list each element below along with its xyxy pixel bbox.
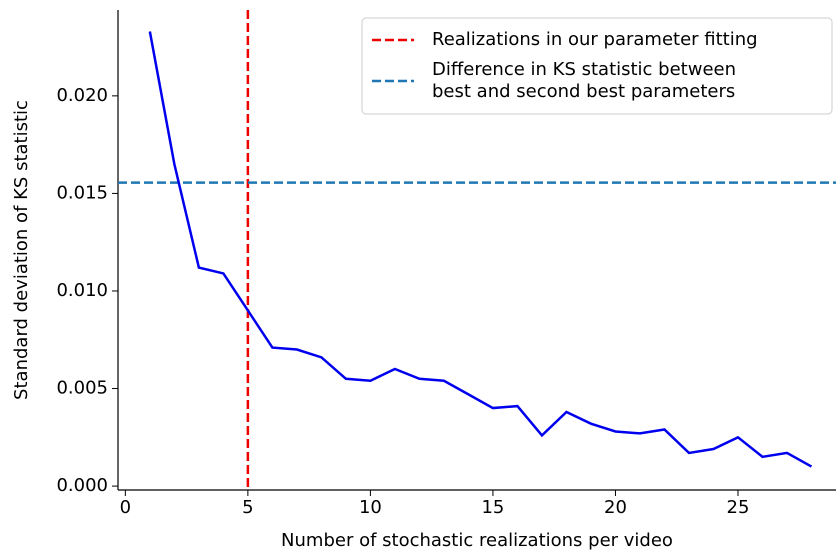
x-axis-label: Number of stochastic realizations per vi…: [281, 530, 673, 551]
y-tick-label: 0.015: [56, 182, 108, 203]
y-axis-label: Standard deviation of KS statistic: [11, 100, 32, 400]
legend-label: Realizations in our parameter fitting: [432, 29, 758, 50]
y-tick-label: 0.010: [56, 280, 108, 301]
x-tick-label: 25: [727, 497, 750, 518]
y-tick-label: 0.005: [56, 378, 108, 399]
data-line: [148, 31, 813, 468]
legend-box: [361, 17, 833, 115]
x-tick-label: 20: [604, 497, 627, 518]
legend-label: Difference in KS statistic between best a…: [432, 59, 736, 102]
y-tick-label: 0.020: [56, 85, 108, 106]
y-tick-label: 0.000: [56, 475, 108, 496]
x-tick-label: 15: [481, 497, 504, 518]
x-tick-label: 0: [120, 497, 131, 518]
x-tick-label: 10: [359, 497, 382, 518]
x-tick-label: 5: [242, 497, 253, 518]
